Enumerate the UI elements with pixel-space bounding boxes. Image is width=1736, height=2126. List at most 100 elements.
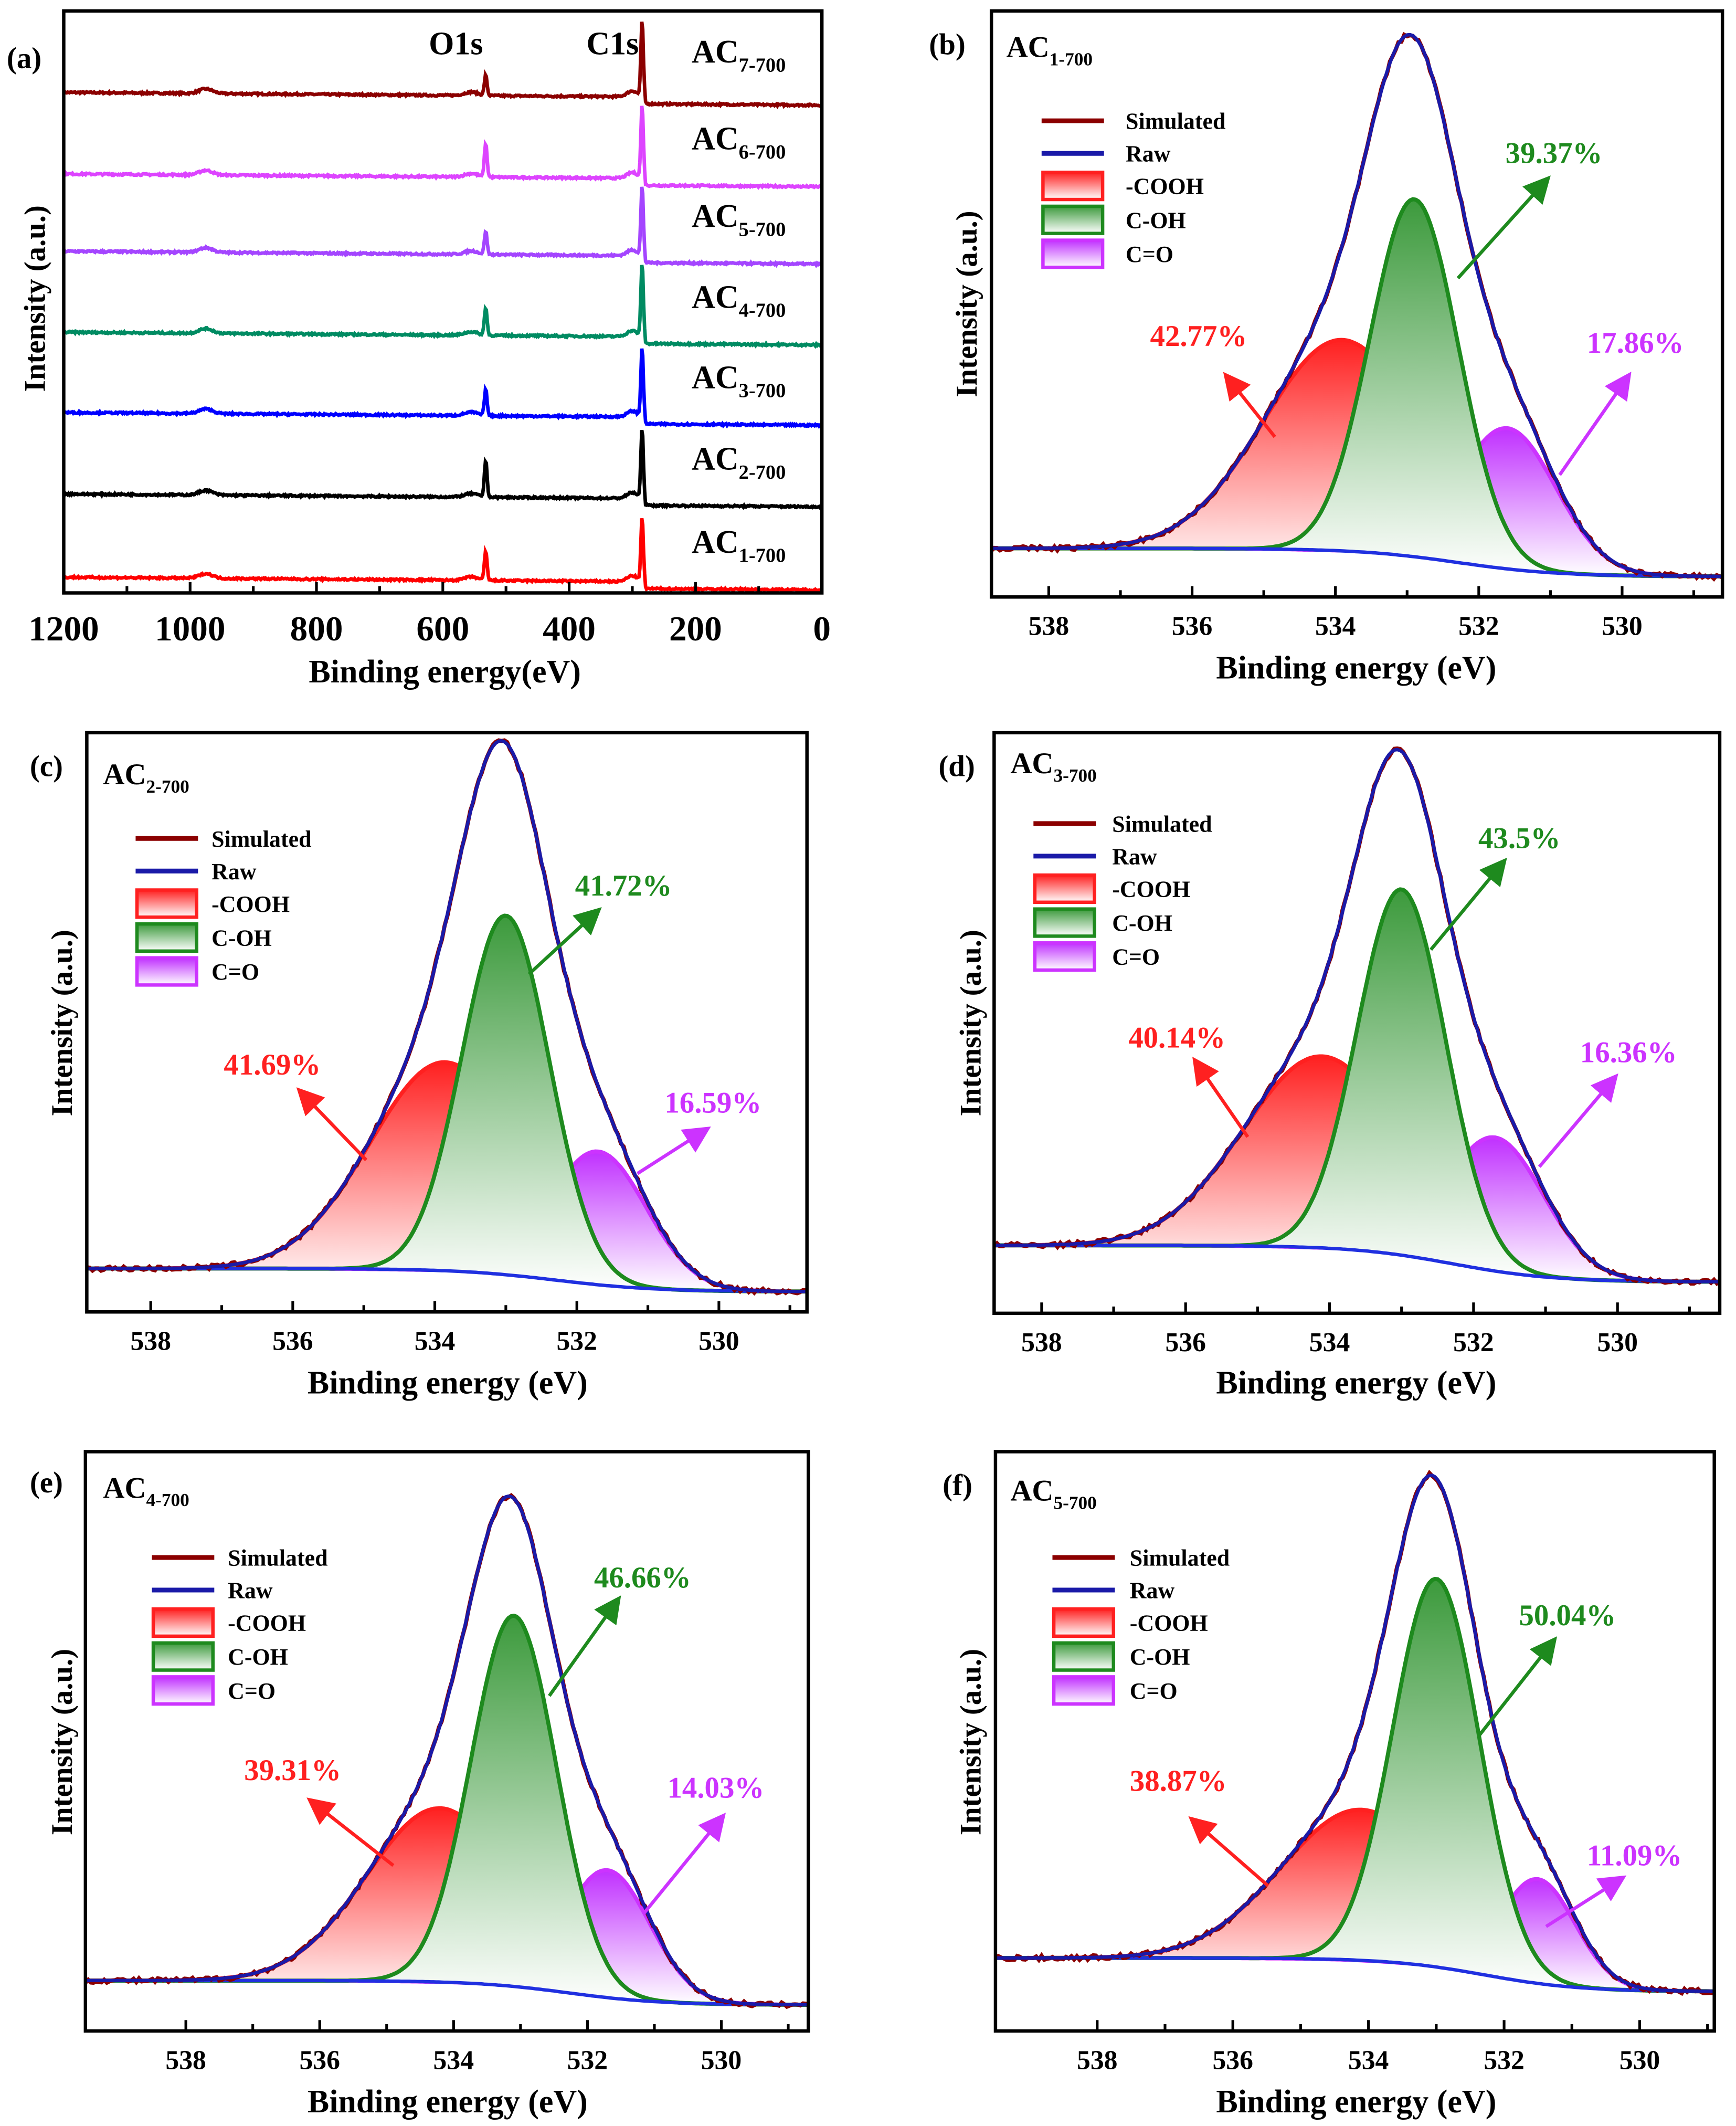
series-line (63, 265, 822, 349)
x-axis-label: Binding energy (eV) (308, 2084, 588, 2120)
y-axis-label: Intensity (a.u.) (955, 1649, 988, 1835)
annotation-arrow (1192, 1057, 1250, 1138)
panel-e: 538 536 534 532 530 AC4-700 Simulated Raw -COOH C… (30, 1450, 810, 2120)
panel-f: 538 536 534 532 530 AC5-700 Simulated Raw -COOH C… (943, 1450, 1716, 2120)
legend-label: -COOH (1112, 876, 1190, 902)
annotation-arrow (296, 1087, 368, 1162)
legend-label: -COOH (1130, 1611, 1208, 1636)
percent-label: 50.04% (1519, 1599, 1616, 1632)
legend-label: Raw (228, 1578, 273, 1604)
x-axis-label: Binding energy (eV) (308, 1365, 588, 1401)
x-tick-label: 400 (543, 609, 596, 648)
plot-area (63, 22, 822, 593)
x-tick-label: 800 (290, 609, 343, 648)
x-tick-label: 534 (415, 1327, 456, 1356)
x-tick-label: 532 (1458, 612, 1499, 641)
series-label: AC5-700 (692, 198, 786, 240)
percent-label: 41.69% (224, 1048, 321, 1081)
legend-label: C-OH (1112, 910, 1172, 936)
percent-label: 38.87% (1130, 1765, 1227, 1798)
x-tick-label: 536 (272, 1327, 313, 1356)
legend-label: C=O (1130, 1678, 1178, 1704)
y-axis-label: Intensity (a.u.) (46, 1649, 79, 1835)
x-tick-label: 534 (1348, 2045, 1389, 2075)
x-tick-label: 536 (299, 2045, 340, 2075)
sample-label: AC3-700 (1010, 747, 1096, 786)
legend-label: -COOH (228, 1611, 306, 1636)
annotation-arrow (1456, 175, 1551, 280)
x-tick-label: 532 (1484, 2045, 1525, 2075)
percent-label: 14.03% (668, 1771, 765, 1804)
y-axis-label: Intensity (a.u.) (46, 930, 79, 1116)
component-fill-coh (991, 199, 1723, 576)
annotation-arrow (548, 1595, 621, 1697)
percent-label: 46.66% (594, 1561, 691, 1594)
annotation-arrow (636, 1126, 711, 1175)
annotation-arrow (1223, 372, 1276, 438)
panel-letter: (e) (30, 1466, 63, 1499)
series-line (63, 429, 822, 511)
series-label: AC1-700 (692, 524, 786, 566)
series-label: AC6-700 (692, 121, 786, 163)
percent-label: 40.14% (1128, 1021, 1225, 1054)
panel-d: 538 536 534 532 530 AC3-700 Simulated Raw -COOH C… (938, 731, 1722, 1401)
annotation-arrow (1545, 1875, 1627, 1928)
plot-frame (992, 731, 1722, 1315)
plot-frame (85, 731, 809, 1314)
component-fill-co (994, 1137, 1720, 1282)
raw-line (994, 748, 1720, 1284)
x-tick-label: 532 (1453, 1328, 1494, 1357)
percent-label: 43.5% (1478, 822, 1560, 855)
x-tick-label: 1200 (28, 609, 99, 648)
peak-label: C1s (586, 26, 639, 62)
sample-label: AC5-700 (1010, 1474, 1096, 1513)
legend-label: C-OH (1130, 1644, 1190, 1670)
x-tick-label: 536 (1172, 612, 1213, 641)
legend-label: Simulated (211, 826, 311, 852)
legend-label: -COOH (211, 891, 290, 917)
legend-swatch (151, 1607, 215, 1638)
x-tick-label: 200 (669, 609, 722, 648)
legend-swatch (1033, 873, 1096, 904)
plot-frame (993, 1450, 1716, 2033)
background-line (994, 1244, 1720, 1284)
plot-area (991, 31, 1723, 582)
plot-frame (989, 9, 1724, 599)
series-label: AC3-700 (692, 360, 786, 402)
component-fill-coh (994, 889, 1720, 1282)
x-tick-label: 1000 (155, 609, 225, 648)
component-fill-co (85, 1870, 809, 2005)
plot-area (995, 1469, 1714, 1996)
series-line (63, 186, 822, 269)
x-tick-label: 530 (1619, 2045, 1660, 2075)
annotation-arrow (306, 1797, 395, 1867)
x-tick-label: 538 (165, 2045, 206, 2075)
raw-line (85, 1494, 809, 2007)
x-axis-label: Binding energy(eV) (309, 654, 581, 690)
percent-label: 42.77% (1150, 320, 1247, 353)
percent-label: 39.37% (1506, 136, 1603, 170)
panel-b: 538 536 534 532 530 AC1-700 Simulated Raw -COOH C… (929, 9, 1724, 686)
panel-c: 538 536 534 532 530 AC2-700 Simulated Raw -COOH C… (30, 731, 809, 1401)
percent-label: 39.31% (244, 1754, 341, 1787)
legend-label: C-OH (1126, 207, 1186, 233)
legend-swatch (135, 888, 198, 919)
x-tick-label: 538 (1021, 1328, 1062, 1357)
legend-label: Raw (211, 859, 257, 885)
legend-swatch (1033, 941, 1096, 972)
x-tick-label: 538 (1029, 612, 1070, 641)
x-tick-label: 536 (1165, 1328, 1206, 1357)
annotation-arrow (643, 1813, 726, 1914)
legend-label: C=O (211, 959, 259, 985)
plot-area (994, 746, 1720, 1287)
annotation-arrow (527, 907, 602, 976)
sample-label: AC4-700 (103, 1471, 189, 1510)
legend-label: Raw (1126, 141, 1171, 167)
series-line (63, 22, 822, 110)
x-axis-label: Binding energy (eV) (1216, 2084, 1496, 2120)
percent-label: 16.36% (1580, 1036, 1677, 1069)
y-axis-label: Intensity (a.u.) (950, 211, 983, 397)
legend-label: Simulated (1112, 811, 1212, 837)
legend-label: Simulated (228, 1545, 327, 1571)
x-tick-label: 532 (567, 2045, 608, 2075)
